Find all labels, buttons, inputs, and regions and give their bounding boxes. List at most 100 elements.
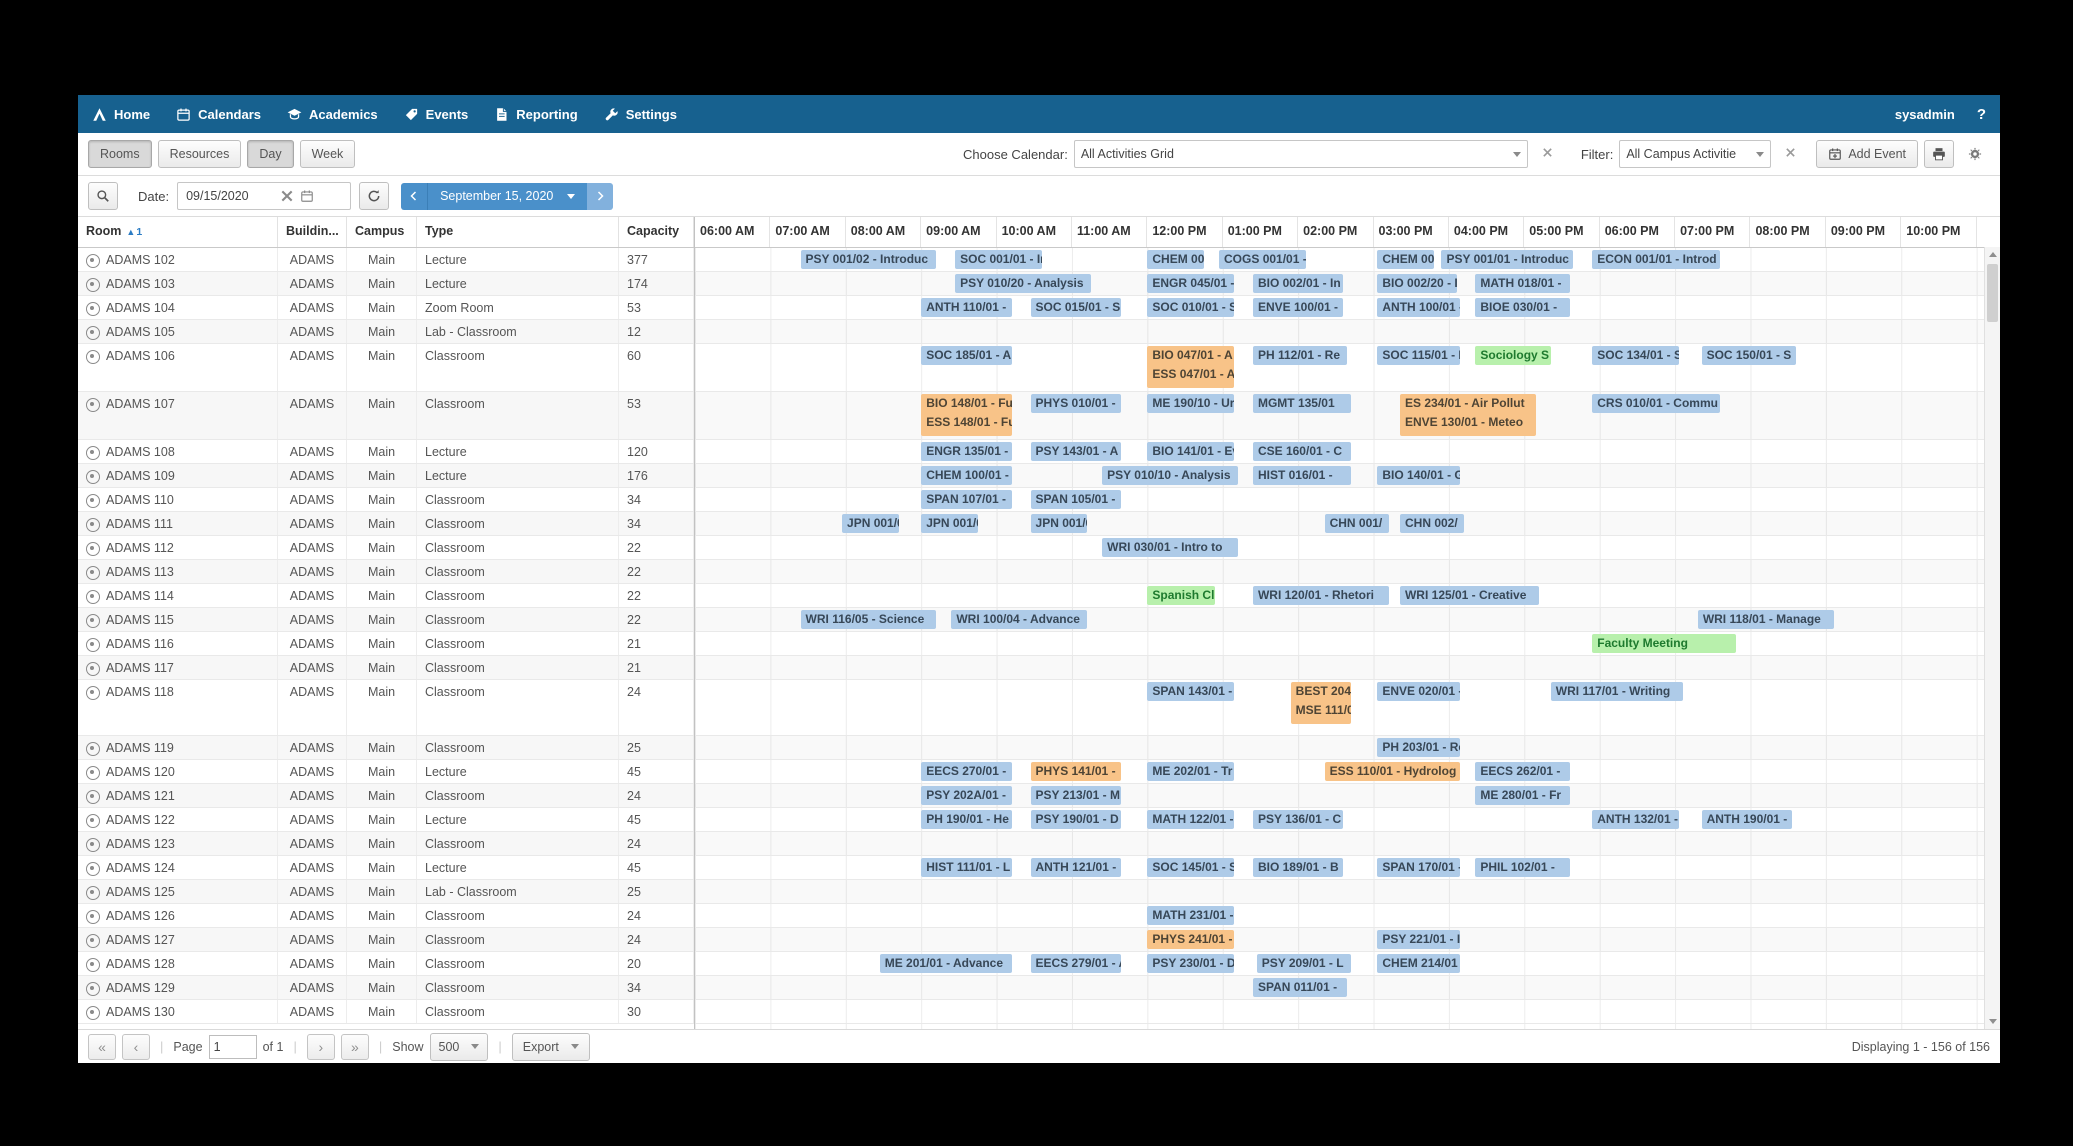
- event-chip[interactable]: ANTH 132/01 -: [1592, 810, 1679, 829]
- table-row[interactable]: ADAMS 112 ADAMS Main Classroom 22: [78, 536, 694, 560]
- event-chip[interactable]: BIO 189/01 - B: [1252, 858, 1344, 877]
- event-chip[interactable]: PHYS 241/01 -: [1147, 930, 1235, 949]
- event-chip[interactable]: WRI 117/01 - Writing: [1550, 682, 1683, 701]
- event-chip[interactable]: PHYS 010/01 -: [1030, 394, 1121, 413]
- event-chip[interactable]: ES 234/01 - Air Pollut ENVE 130/01 - Mete…: [1399, 394, 1536, 436]
- date-input[interactable]: [184, 188, 275, 204]
- event-chip[interactable]: ANTH 100/01 -: [1377, 298, 1461, 317]
- event-chip[interactable]: CHEM 214/01 -: [1377, 954, 1461, 973]
- event-chip[interactable]: PH 190/01 - He: [921, 810, 1012, 829]
- event-chip[interactable]: BIO 140/01 - G: [1377, 466, 1461, 485]
- event-chip[interactable]: PH 112/01 - Re: [1252, 346, 1348, 365]
- event-chip[interactable]: PH 203/01 - Re: [1377, 738, 1461, 757]
- table-row[interactable]: ADAMS 120 ADAMS Main Lecture 45: [78, 760, 694, 784]
- event-chip[interactable]: MATH 231/01 -: [1147, 906, 1235, 925]
- timeline-row[interactable]: PH 190/01 - He PSY 190/01 - D MATH 122/01 …: [695, 808, 1984, 832]
- event-chip[interactable]: PSY 010/10 - Analysis: [1102, 466, 1238, 485]
- event-chip[interactable]: ENVE 020/01 -: [1377, 682, 1461, 701]
- timeline-row[interactable]: CHEM 100/01 - PSY 010/10 - Analysis HIST 0…: [695, 464, 1984, 488]
- event-chip[interactable]: SOC 115/01 - P: [1377, 346, 1461, 365]
- event-chip[interactable]: SOC 015/01 - S: [1030, 298, 1121, 317]
- event-chip[interactable]: SPAN 143/01 -: [1147, 682, 1235, 701]
- event-chip[interactable]: HIST 111/01 - L: [921, 858, 1012, 877]
- event-chip[interactable]: ME 280/01 - Fr: [1475, 786, 1570, 805]
- event-chip[interactable]: ENGR 135/01 -: [921, 442, 1012, 461]
- table-row[interactable]: ADAMS 106 ADAMS Main Classroom 60: [78, 344, 694, 392]
- nav-item-home[interactable]: Home: [92, 107, 150, 122]
- timeline-row[interactable]: [695, 1000, 1984, 1024]
- filter-select[interactable]: All Campus Activitie: [1619, 140, 1772, 168]
- table-row[interactable]: ADAMS 124 ADAMS Main Lecture 45: [78, 856, 694, 880]
- search-button[interactable]: [88, 182, 118, 210]
- event-chip[interactable]: ANTH 190/01 -: [1701, 810, 1793, 829]
- event-chip[interactable]: WRI 118/01 - Manage: [1697, 610, 1834, 629]
- choose-calendar-clear-icon[interactable]: [1542, 145, 1553, 163]
- event-chip[interactable]: PHIL 102/01 -: [1475, 858, 1570, 877]
- event-chip[interactable]: SOC 010/01 - S: [1147, 298, 1235, 317]
- event-chip[interactable]: EECS 270/01 -: [921, 762, 1012, 781]
- event-chip[interactable]: EECS 262/01 -: [1475, 762, 1570, 781]
- timeline-row[interactable]: HIST 111/01 - L ANTH 121/01 - SOC 145/01 …: [695, 856, 1984, 880]
- last-page-button[interactable]: »: [340, 1033, 369, 1060]
- column-header-type[interactable]: Type: [417, 217, 619, 247]
- event-chip[interactable]: ECON 001/01 - Introd: [1592, 250, 1721, 269]
- timeline-row[interactable]: ME 201/01 - Advance EECS 279/01 - A PSY 23…: [695, 952, 1984, 976]
- event-chip[interactable]: SPAN 170/01 -: [1377, 858, 1461, 877]
- event-chip[interactable]: BIO 002/20 - In: [1377, 274, 1457, 293]
- event-chip[interactable]: WRI 125/01 - Creative: [1399, 586, 1540, 605]
- nav-item-calendars[interactable]: Calendars: [176, 107, 261, 122]
- event-chip[interactable]: PSY 230/01 - D: [1147, 954, 1235, 973]
- event-chip[interactable]: PSY 136/01 - C: [1252, 810, 1344, 829]
- event-chip[interactable]: JPN 001/0: [921, 514, 978, 533]
- event-chip[interactable]: BIO 047/01 - A ESS 047/01 - As: [1147, 346, 1235, 388]
- event-chip[interactable]: MGMT 135/01: [1252, 394, 1351, 413]
- event-chip[interactable]: ME 190/10 - Ur: [1147, 394, 1235, 413]
- column-header-capacity[interactable]: Capacity: [619, 217, 694, 247]
- event-chip[interactable]: WRI 030/01 - Intro to: [1102, 538, 1238, 557]
- event-chip[interactable]: MATH 122/01 -: [1147, 810, 1235, 829]
- event-chip[interactable]: WRI 100/04 - Advance: [951, 610, 1088, 629]
- event-chip[interactable]: CRS 010/01 - Commu: [1592, 394, 1721, 413]
- calendar-picker-icon[interactable]: [300, 189, 314, 203]
- table-row[interactable]: ADAMS 107 ADAMS Main Classroom 53: [78, 392, 694, 440]
- next-page-button[interactable]: ›: [306, 1033, 335, 1060]
- event-chip[interactable]: SOC 145/01 - S: [1147, 858, 1235, 877]
- timeline-row[interactable]: BIO 148/01 - Fu ESS 148/01 - Fu PHYS 010/0…: [695, 392, 1984, 440]
- event-chip[interactable]: BIO 002/01 - In: [1252, 274, 1344, 293]
- event-chip[interactable]: COGS 001/01 -: [1219, 250, 1306, 269]
- view-button-day[interactable]: Day: [247, 140, 294, 168]
- timeline-row[interactable]: SOC 185/01 - A BIO 047/01 - A ESS 047/01 -…: [695, 344, 1984, 392]
- scrollbar-thumb[interactable]: [1987, 264, 1998, 322]
- refresh-button[interactable]: [359, 182, 390, 210]
- event-chip[interactable]: PSY 001/01 - Introduc: [1441, 250, 1574, 269]
- table-row[interactable]: ADAMS 115 ADAMS Main Classroom 22: [78, 608, 694, 632]
- table-row[interactable]: ADAMS 128 ADAMS Main Classroom 20: [78, 952, 694, 976]
- timeline-row[interactable]: ANTH 110/01 - SOC 015/01 - S SOC 010/01 -…: [695, 296, 1984, 320]
- event-chip[interactable]: CHEM 100/01 -: [921, 466, 1012, 485]
- nav-item-events[interactable]: Events: [404, 107, 468, 122]
- event-chip[interactable]: SPAN 105/01 -: [1030, 490, 1121, 509]
- filter-clear-icon[interactable]: [1785, 145, 1796, 163]
- view-button-resources[interactable]: Resources: [157, 140, 242, 168]
- event-chip[interactable]: Sociology S: [1475, 346, 1551, 365]
- event-chip[interactable]: PSY 010/20 - Analysis: [955, 274, 1091, 293]
- event-chip[interactable]: PSY 202A/01 -: [921, 786, 1012, 805]
- view-button-rooms[interactable]: Rooms: [88, 140, 152, 168]
- timeline-row[interactable]: PSY 001/02 - Introduc SOC 001/01 - In CHEM…: [695, 248, 1984, 272]
- column-header-campus[interactable]: Campus: [347, 217, 417, 247]
- nav-item-reporting[interactable]: Reporting: [494, 107, 578, 122]
- event-chip[interactable]: SOC 185/01 - A: [921, 346, 1012, 365]
- event-chip[interactable]: SPAN 011/01 -: [1252, 978, 1348, 997]
- next-day-button[interactable]: [587, 182, 614, 210]
- event-chip[interactable]: PSY 221/01 - Is: [1377, 930, 1461, 949]
- nav-item-academics[interactable]: Academics: [287, 107, 378, 122]
- event-chip[interactable]: MATH 018/01 -: [1475, 274, 1570, 293]
- table-row[interactable]: ADAMS 122 ADAMS Main Lecture 45: [78, 808, 694, 832]
- event-chip[interactable]: WRI 116/05 - Science: [800, 610, 937, 629]
- add-event-button[interactable]: Add Event: [1816, 140, 1918, 168]
- table-row[interactable]: ADAMS 109 ADAMS Main Lecture 176: [78, 464, 694, 488]
- first-page-button[interactable]: «: [88, 1033, 116, 1060]
- table-row[interactable]: ADAMS 126 ADAMS Main Classroom 24: [78, 904, 694, 928]
- event-chip[interactable]: Faculty Meeting: [1592, 634, 1736, 653]
- timeline-row[interactable]: [695, 656, 1984, 680]
